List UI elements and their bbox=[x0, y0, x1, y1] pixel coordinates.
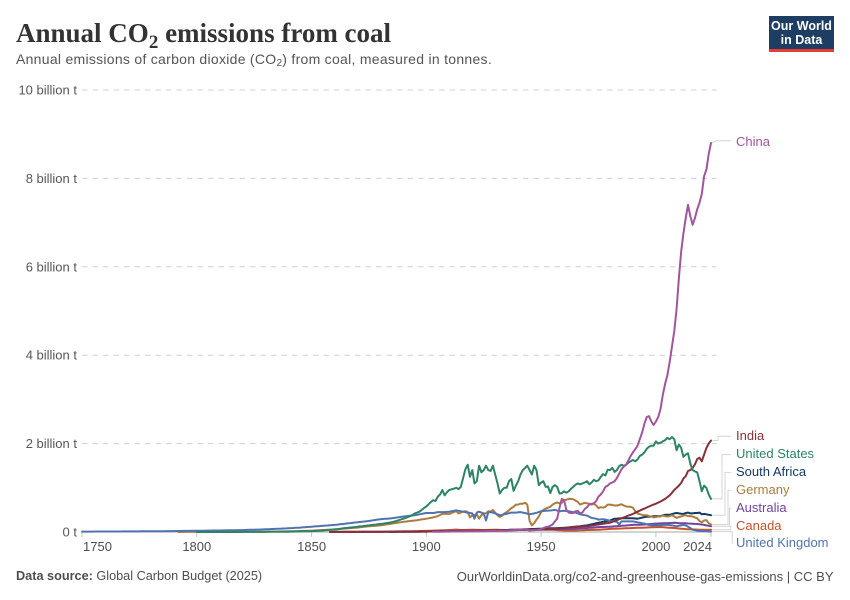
svg-text:8 billion t: 8 billion t bbox=[26, 171, 78, 186]
svg-text:1800: 1800 bbox=[182, 539, 211, 554]
svg-text:10 billion t: 10 billion t bbox=[18, 83, 77, 98]
svg-text:2 billion t: 2 billion t bbox=[26, 436, 78, 451]
svg-text:4 billion t: 4 billion t bbox=[26, 348, 78, 363]
svg-text:0 t: 0 t bbox=[63, 525, 78, 540]
svg-text:2024: 2024 bbox=[683, 539, 712, 554]
svg-text:6 billion t: 6 billion t bbox=[26, 259, 78, 274]
svg-text:1850: 1850 bbox=[297, 539, 326, 554]
svg-text:1900: 1900 bbox=[412, 539, 441, 554]
svg-text:1750: 1750 bbox=[83, 539, 112, 554]
svg-text:1950: 1950 bbox=[527, 539, 556, 554]
svg-text:2000: 2000 bbox=[641, 539, 670, 554]
